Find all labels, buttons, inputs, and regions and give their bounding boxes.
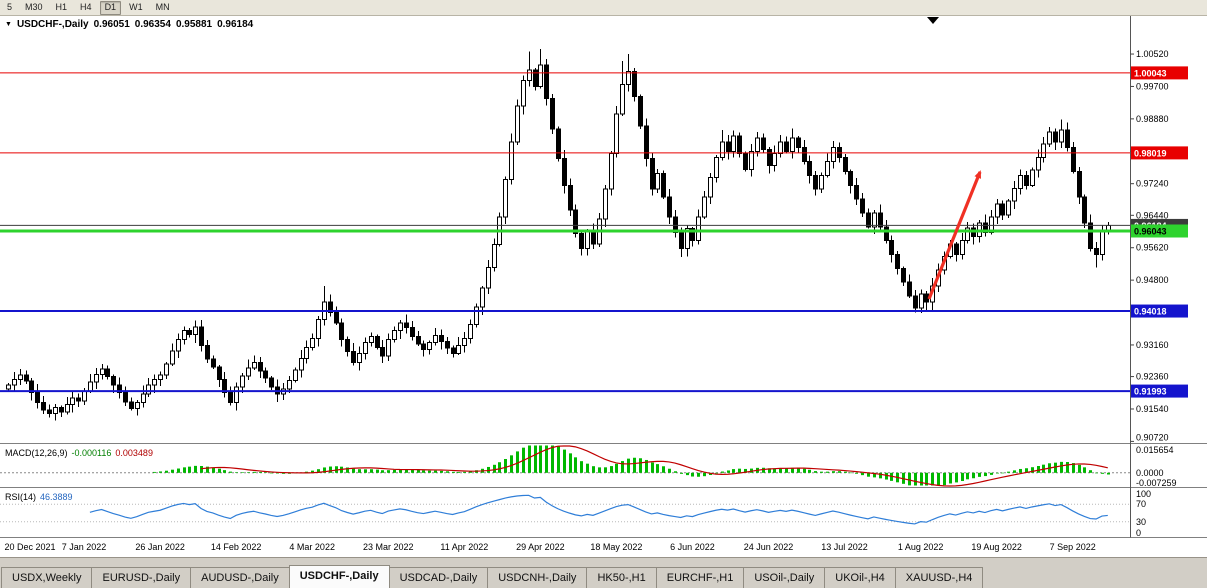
macd-main-value: -0.000116 — [71, 448, 112, 458]
svg-text:13 Jul 2022: 13 Jul 2022 — [821, 542, 868, 552]
svg-text:7 Jan 2022: 7 Jan 2022 — [62, 542, 107, 552]
svg-text:70: 70 — [1136, 499, 1146, 509]
svg-text:14 Feb 2022: 14 Feb 2022 — [211, 542, 262, 552]
timeframe-button-h1[interactable]: H1 — [55, 1, 68, 12]
price-tag-0.91993: 0.91993 — [1131, 384, 1188, 398]
svg-text:24 Jun 2022: 24 Jun 2022 — [744, 542, 794, 552]
svg-text:0.95620: 0.95620 — [1136, 243, 1169, 253]
svg-text:26 Jan 2022: 26 Jan 2022 — [135, 542, 185, 552]
one-click-trading-arrow-icon[interactable]: ▼ — [5, 21, 12, 28]
chart-tab-xauusd-h4[interactable]: XAUUSD-,H4 — [894, 567, 984, 588]
macd-signal-value: 0.003489 — [115, 448, 153, 458]
svg-text:19 Aug 2022: 19 Aug 2022 — [971, 542, 1022, 552]
svg-text:0.93160: 0.93160 — [1136, 340, 1169, 350]
timeframe-button-d1[interactable]: D1 — [99, 0, 122, 15]
svg-text:0.91993: 0.91993 — [1134, 387, 1167, 397]
pane-separators — [0, 443, 1207, 538]
macd-indicator-label: MACD(12,26,9) -0.000116 0.003489 — [5, 448, 157, 458]
rsi-name: RSI(14) — [5, 492, 37, 502]
chart-tab-usdcad-daily[interactable]: USDCAD-,Daily — [388, 567, 489, 588]
time-axis[interactable]: 20 Dec 2021 7 Jan 2022 26 Jan 2022 14 Feb 2… — [4, 542, 1095, 552]
timeframe-button-w1[interactable]: W1 — [129, 1, 143, 12]
chart-tab-usdchf-daily[interactable]: USDCHF-,Daily — [288, 565, 390, 588]
price-tags: 0.961841.000430.980190.960430.940180.919… — [1131, 66, 1188, 398]
chart-shift-marker-icon[interactable] — [927, 17, 939, 24]
timeframe-button-h4[interactable]: H4 — [80, 1, 92, 12]
svg-text:18 May 2022: 18 May 2022 — [590, 542, 642, 552]
svg-text:1.00043: 1.00043 — [1134, 68, 1167, 78]
svg-text:0.96440: 0.96440 — [1136, 210, 1169, 220]
svg-text:0.015654: 0.015654 — [1136, 445, 1174, 455]
rsi-value: 46.3889 — [40, 492, 73, 502]
chart-tab-audusd-daily[interactable]: AUDUSD-,Daily — [190, 567, 290, 588]
rsi-indicator-label: RSI(14) 46.3889 — [5, 492, 77, 502]
svg-text:0.91540: 0.91540 — [1136, 404, 1169, 414]
svg-text:1 Aug 2022: 1 Aug 2022 — [898, 542, 944, 552]
price-tag-0.96043: 0.96043 — [1131, 224, 1188, 238]
macd-pane: 0.015654 0.0000-0.007259 — [0, 445, 1177, 488]
chart-area[interactable]: 1.005200.997000.988800.980600.972400.964… — [0, 16, 1207, 557]
symbol-period-label: USDCHF-,Daily — [16, 19, 89, 30]
svg-text:0.92360: 0.92360 — [1136, 372, 1169, 382]
chart-tabs: USDX,Weekly EURUSD-,Daily AUDUSD-,Daily USD… — [1, 565, 984, 588]
price-tag-0.94018: 0.94018 — [1131, 304, 1188, 318]
svg-text:30: 30 — [1136, 517, 1146, 527]
svg-text:0.99700: 0.99700 — [1136, 81, 1169, 91]
chart-tab-hk50-h1[interactable]: HK50-,H1 — [586, 567, 657, 588]
chart-tab-usdx-weekly[interactable]: USDX,Weekly — [1, 567, 93, 588]
svg-text:0.97240: 0.97240 — [1136, 179, 1169, 189]
ohlc-low: 0.95881 — [175, 19, 213, 30]
rsi-line — [89, 494, 1108, 525]
svg-text:4 Mar 2022: 4 Mar 2022 — [289, 542, 335, 552]
chart-tab-bar: USDX,Weekly EURUSD-,Daily AUDUSD-,Daily USD… — [0, 557, 1207, 588]
ohlc-open: 0.96051 — [93, 19, 130, 30]
svg-text:-0.007259: -0.007259 — [1136, 478, 1177, 488]
svg-text:6 Jun 2022: 6 Jun 2022 — [670, 542, 715, 552]
chart-tab-usdcnh-daily[interactable]: USDCNH-,Daily — [487, 567, 588, 588]
svg-text:100: 100 — [1136, 489, 1151, 499]
price-tag-1.00043: 1.00043 — [1131, 66, 1188, 80]
ohlc-high: 0.96354 — [134, 19, 171, 30]
svg-text:20 Dec 2021: 20 Dec 2021 — [4, 542, 55, 552]
svg-text:1.00520: 1.00520 — [1136, 49, 1169, 59]
timeframe-button-m30[interactable]: M30 — [25, 1, 43, 12]
svg-text:0.90720: 0.90720 — [1136, 433, 1169, 443]
macd-signal-line — [200, 445, 1108, 487]
timeframe-button-mn[interactable]: MN — [155, 1, 170, 12]
svg-text:0.94018: 0.94018 — [1134, 307, 1167, 317]
chart-tab-ukoil-h4[interactable]: UKOil-,H4 — [824, 567, 896, 588]
svg-text:29 Apr 2022: 29 Apr 2022 — [516, 542, 565, 552]
timeframe-toolbar: 5 M30 H1 H4 D1 W1 MN — [0, 0, 1207, 16]
candlestick-series — [6, 48, 1111, 421]
svg-text:0: 0 — [1136, 528, 1141, 538]
chart-canvas[interactable]: 1.005200.997000.988800.980600.972400.964… — [0, 16, 1207, 557]
price-tag-0.98019: 0.98019 — [1131, 146, 1188, 160]
svg-text:7 Sep 2022: 7 Sep 2022 — [1050, 542, 1096, 552]
svg-text:23 Mar 2022: 23 Mar 2022 — [363, 542, 414, 552]
svg-text:0.98880: 0.98880 — [1136, 114, 1169, 124]
symbol-info-line: ▼ USDCHF-,Daily 0.96051 0.96354 0.95881 0.961… — [5, 19, 258, 30]
macd-name: MACD(12,26,9) — [5, 448, 68, 458]
chart-tab-eurchf-h1[interactable]: EURCHF-,H1 — [655, 567, 745, 588]
chart-tab-eurusd-daily[interactable]: EURUSD-,Daily — [91, 567, 192, 588]
trend-arrow[interactable] — [927, 170, 982, 300]
chart-tab-usoil-daily[interactable]: USOil-,Daily — [743, 567, 826, 588]
svg-text:11 Apr 2022: 11 Apr 2022 — [440, 542, 488, 552]
svg-text:0.0000: 0.0000 — [1136, 468, 1164, 478]
svg-text:0.94800: 0.94800 — [1136, 275, 1169, 285]
price-axis[interactable]: 1.005200.997000.988800.980600.972400.964… — [1130, 49, 1169, 443]
timeframe-button-5[interactable]: 5 — [7, 1, 13, 12]
svg-text:0.98019: 0.98019 — [1134, 148, 1167, 158]
ohlc-close: 0.96184 — [217, 19, 254, 30]
svg-text:0.96043: 0.96043 — [1134, 227, 1167, 237]
